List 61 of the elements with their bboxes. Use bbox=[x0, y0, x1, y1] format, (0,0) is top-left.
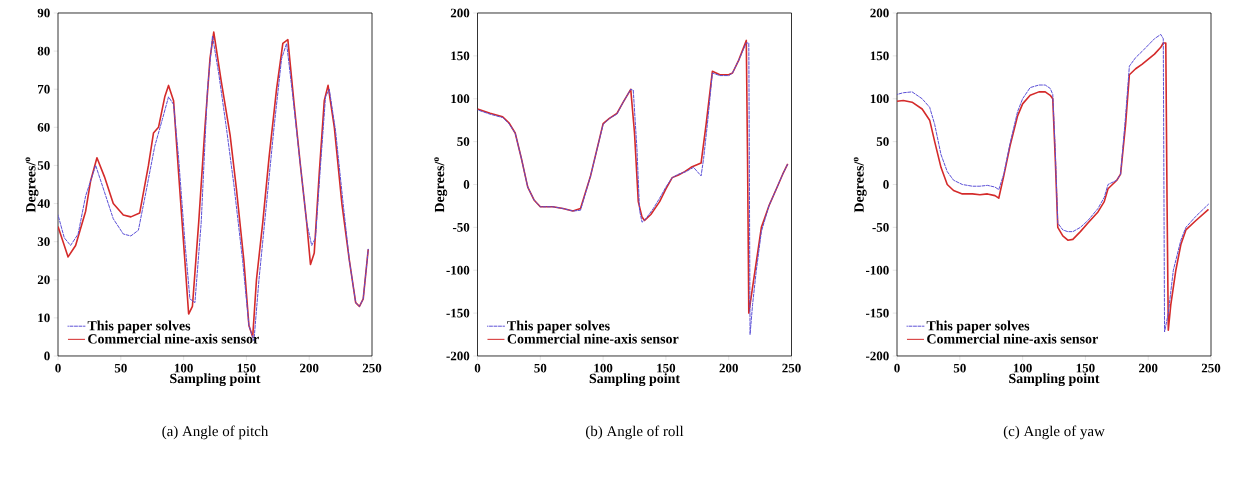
x-tick-label: 200 bbox=[1139, 363, 1158, 373]
y-axis-title: Degrees/$^{o}$ bbox=[853, 157, 867, 213]
y-tick-label: 10 bbox=[38, 313, 50, 323]
y-tick-label: -200 bbox=[446, 351, 470, 361]
y-tick-label: 200 bbox=[870, 8, 889, 18]
y-tick-label: -200 bbox=[865, 351, 889, 361]
x-tick-label: 150 bbox=[237, 363, 256, 373]
legend-label: Commercial nine-axis sensor bbox=[927, 333, 1098, 344]
x-axis-title: Sampling point bbox=[170, 373, 261, 387]
y-tick-label: 50 bbox=[876, 137, 889, 146]
y-tick-label: 60 bbox=[37, 122, 50, 132]
legend-label: Commercial nine-axis sensor bbox=[507, 333, 679, 344]
y-tick-label: -150 bbox=[865, 308, 889, 318]
x-tick-label: 50 bbox=[114, 363, 127, 373]
text: (a) Angle of pitch bbox=[162, 425, 269, 440]
legend-label: Commercial nine-axis sensor bbox=[88, 333, 259, 344]
y-tick-label: 30 bbox=[37, 237, 50, 247]
y-tick-label: 50 bbox=[37, 161, 50, 170]
x-axis-title: Sampling point bbox=[589, 373, 680, 387]
x-tick-label: 100 bbox=[174, 363, 193, 373]
text: (c) Angle of yaw bbox=[1003, 425, 1105, 440]
y-tick-label: 150 bbox=[870, 51, 889, 61]
y-tick-label: -50 bbox=[452, 223, 470, 232]
x-tick-label: 200 bbox=[719, 363, 738, 373]
x-tick-label: 100 bbox=[1013, 363, 1032, 373]
y-axis-title: Degrees/$^{o}$ bbox=[25, 157, 39, 213]
x-tick-label: 0 bbox=[474, 363, 481, 373]
text: (b) Angle of roll bbox=[585, 425, 684, 440]
y-tick-label: 90 bbox=[37, 8, 50, 18]
y-tick-label: 0 bbox=[44, 351, 50, 361]
x-tick-label: 100 bbox=[594, 363, 613, 373]
y-tick-label: -100 bbox=[446, 265, 470, 275]
y-tick-label: 100 bbox=[451, 94, 470, 104]
y-tick-label: 200 bbox=[450, 8, 470, 18]
x-tick-label: 250 bbox=[1201, 363, 1221, 373]
legend-label: This paper solves bbox=[507, 320, 610, 334]
y-tick-label: 70 bbox=[38, 84, 50, 94]
y-tick-label: 40 bbox=[37, 199, 50, 208]
x-tick-label: 150 bbox=[1076, 363, 1095, 373]
x-axis-title: Sampling point bbox=[1009, 373, 1100, 387]
legend-label: This paper solves bbox=[87, 320, 191, 334]
x-tick-label: 150 bbox=[657, 363, 676, 373]
x-tick-label: 0 bbox=[55, 363, 61, 373]
y-axis-title: Degrees/$^{o}$ bbox=[434, 157, 448, 213]
x-tick-label: 250 bbox=[362, 363, 382, 373]
x-tick-label: 50 bbox=[953, 363, 966, 373]
y-tick-label: -150 bbox=[446, 308, 470, 318]
x-tick-label: 0 bbox=[894, 363, 900, 373]
y-tick-label: -50 bbox=[872, 223, 889, 232]
y-tick-label: 0 bbox=[883, 180, 889, 189]
x-tick-label: 50 bbox=[534, 363, 547, 373]
x-tick-label: 200 bbox=[300, 363, 319, 373]
y-tick-label: 150 bbox=[451, 51, 470, 61]
y-tick-label: 0 bbox=[463, 180, 470, 189]
y-tick-label: 20 bbox=[37, 275, 50, 285]
y-tick-label: 50 bbox=[457, 137, 470, 146]
y-tick-label: -100 bbox=[865, 265, 889, 275]
y-tick-label: 80 bbox=[37, 46, 50, 56]
legend-label: This paper solves bbox=[926, 320, 1030, 334]
x-tick-label: 250 bbox=[782, 363, 801, 373]
y-tick-label: 100 bbox=[870, 94, 889, 104]
